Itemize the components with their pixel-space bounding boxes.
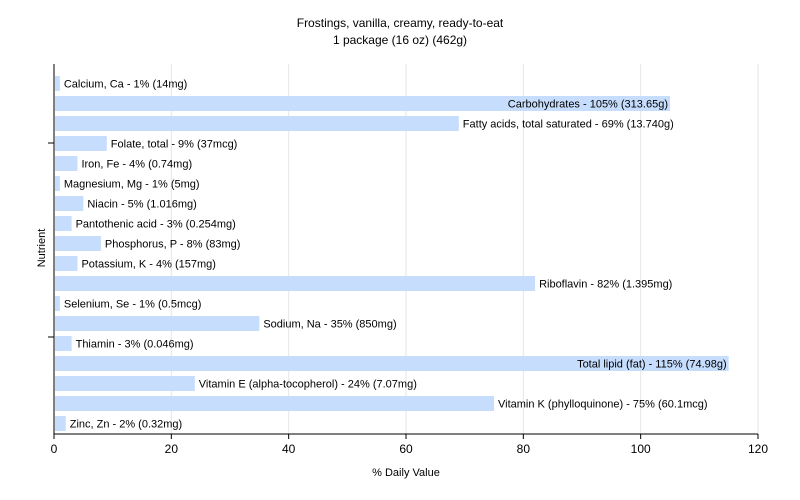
bar: [55, 196, 83, 211]
x-tick-label: 100: [631, 442, 651, 456]
bar-label: Vitamin K (phylloquinone) - 75% (60.1mcg…: [498, 399, 708, 411]
x-tick-label: 80: [517, 442, 531, 456]
x-axis-title: % Daily Value: [372, 467, 440, 479]
bar-label: Niacin - 5% (1.016mg): [87, 199, 196, 211]
bar-label: Pantothenic acid - 3% (0.254mg): [76, 219, 236, 231]
bar: [55, 396, 494, 411]
bar: [55, 416, 66, 431]
bar: [55, 156, 77, 171]
bar: [55, 336, 72, 351]
bar-label: Phosphorus, P - 8% (83mg): [105, 239, 241, 251]
bar: [55, 376, 195, 391]
bar: [55, 136, 107, 151]
bar: [55, 256, 77, 271]
bar-label: Fatty acids, total saturated - 69% (13.7…: [463, 119, 674, 131]
bar: [55, 296, 60, 311]
bar-label: Total lipid (fat) - 115% (74.98g): [577, 359, 727, 371]
bar-label: Calcium, Ca - 1% (14mg): [64, 79, 187, 91]
bar-label: Thiamin - 3% (0.046mg): [76, 339, 194, 351]
x-tick-label: 40: [282, 442, 296, 456]
bar-label: Magnesium, Mg - 1% (5mg): [64, 179, 200, 191]
bar-label: Potassium, K - 4% (157mg): [81, 259, 216, 271]
x-tick-label: 60: [399, 442, 413, 456]
bar-label: Selenium, Se - 1% (0.5mcg): [64, 299, 202, 311]
bar-label: Sodium, Na - 35% (850mg): [263, 319, 396, 331]
bar: [55, 236, 101, 251]
bar: [55, 216, 72, 231]
bar-label: Zinc, Zn - 2% (0.32mg): [70, 419, 182, 431]
bar: [55, 316, 259, 331]
bar: [55, 176, 60, 191]
bar-label: Folate, total - 9% (37mcg): [111, 139, 238, 151]
bar: [55, 116, 459, 131]
bar-label: Iron, Fe - 4% (0.74mg): [81, 159, 192, 171]
bar: [55, 76, 60, 91]
bar-label: Carbohydrates - 105% (313.65g): [508, 99, 668, 111]
bar-label: Vitamin E (alpha-tocopherol) - 24% (7.07…: [199, 379, 417, 391]
x-tick-label: 20: [165, 442, 179, 456]
bar-label: Riboflavin - 82% (1.395mg): [539, 279, 672, 291]
y-axis-title: Nutrient: [36, 229, 48, 268]
bar: [55, 276, 535, 291]
x-tick-label: 0: [51, 442, 58, 456]
x-tick-label: 120: [748, 442, 768, 456]
